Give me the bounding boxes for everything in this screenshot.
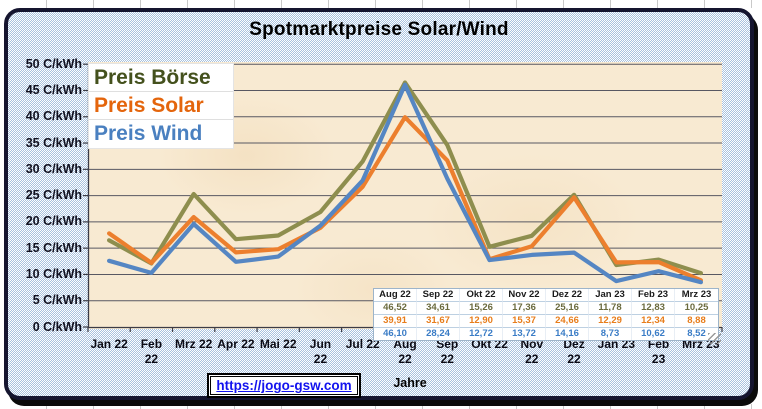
table-header-cell: Feb 23	[632, 289, 675, 302]
y-axis-tick-label: 10 C/kWh	[25, 266, 82, 281]
chart-title: Spotmarktpreise Solar/Wind	[249, 19, 509, 40]
table-value-cell: 12,29	[589, 315, 632, 328]
x-axis-tick-label: Jan 22	[90, 337, 128, 351]
x-axis-tick-label: Aug 22	[393, 337, 417, 366]
series-line-solar	[107, 115, 704, 283]
table-value-cell: 10,25	[675, 302, 718, 315]
table-value-cell: 31,67	[417, 315, 460, 328]
chart-canvas[interactable]: Spotmarktpreise Solar/Wind 50 C/kWh 45 C/…	[4, 8, 754, 400]
table-value-cell: 15,26	[460, 302, 503, 315]
table-header-cell: Nov 22	[503, 289, 546, 302]
table-value-cell: 17,36	[503, 302, 546, 315]
x-axis-tick-label: Nov 22	[520, 337, 544, 366]
y-axis-tick-label: 20 C/kWh	[25, 214, 82, 229]
legend: Preis Börse Preis Solar Preis Wind	[88, 63, 234, 149]
x-axis-tick-label: Mrz 22	[174, 337, 213, 351]
y-axis-tick-label: 25 C/kWh	[25, 188, 82, 203]
website-link-box: https://jogo-gsw.com	[207, 373, 361, 398]
table-value-cell: 8,88	[675, 315, 718, 328]
table-header-cell: Sep 22	[417, 289, 460, 302]
x-axis-tick-label: Jun 22	[309, 337, 332, 366]
table-value-cell: 10,62	[632, 328, 675, 340]
table-value-cell: 13,72	[503, 328, 546, 340]
resize-handle-icon[interactable]	[708, 333, 721, 344]
y-axis-tick-label: 0 C/kWh	[32, 319, 82, 334]
spreadsheet-gridline-strip-bottom	[0, 404, 762, 409]
table-header-cell: Jan 23	[589, 289, 632, 302]
website-link[interactable]: https://jogo-gsw.com	[216, 378, 352, 393]
table-value-cell: 24,66	[546, 315, 589, 328]
x-axis-title: Jahre	[393, 376, 427, 390]
table-value-cell: 25,16	[546, 302, 589, 315]
spreadsheet-gridline-strip-top	[0, 0, 762, 8]
table-value-cell: 46,52	[374, 302, 417, 315]
table-header-cell: Dez 22	[546, 289, 589, 302]
table-header-cell: Aug 22	[374, 289, 417, 302]
website-link-inner: https://jogo-gsw.com	[210, 376, 358, 395]
x-axis-tick-label: Dez 22	[563, 337, 585, 366]
legend-item-wind: Preis Wind	[94, 122, 203, 145]
table-value-cell: 8,52	[687, 328, 706, 339]
y-axis-tick-label: 40 C/kWh	[25, 109, 82, 124]
x-axis-tick-label: Apr 22	[217, 337, 255, 351]
table-value-cell: 15,37	[503, 315, 546, 328]
table-value-cell: 8,73	[589, 328, 632, 340]
table-value-cell: 28,24	[417, 328, 460, 340]
table-header-cell: Okt 22	[460, 289, 503, 302]
legend-item-boerse: Preis Börse	[89, 64, 233, 92]
table-value-cell: 12,72	[460, 328, 503, 340]
y-axis-tick-label: 35 C/kWh	[25, 135, 82, 150]
table-value-cell: 11,78	[589, 302, 632, 315]
table-value-cell: 14,16	[546, 328, 589, 340]
y-axis-tick-label: 5 C/kWh	[32, 293, 82, 308]
table-header-cell: Mrz 23	[675, 289, 718, 302]
x-axis-tick-label: Mai 22	[259, 337, 297, 351]
table-value-cell: 12,90	[460, 315, 503, 328]
y-axis-tick-label: 15 C/kWh	[25, 240, 82, 255]
table-value-cell: 12,83	[632, 302, 675, 315]
y-axis-tick-label: 45 C/kWh	[25, 82, 82, 97]
y-axis-tick-label: 50 C/kWh	[25, 56, 82, 71]
table-value-cell: 34,61	[417, 302, 460, 315]
table-value-cell: 39,91	[374, 315, 417, 328]
embedded-data-table: Aug 22 Sep 22 Okt 22 Nov 22 Dez 22 Jan 23 Feb …	[373, 288, 719, 341]
y-axis-tick-label: 30 C/kWh	[25, 161, 82, 176]
table-value-cell: 46,10	[374, 328, 417, 340]
table-value-cell: 12,34	[632, 315, 675, 328]
x-axis-tick-label: Feb 22	[140, 337, 163, 366]
x-axis-tick-label: Feb 23	[647, 337, 670, 366]
x-axis-tick-label: Sep 22	[436, 337, 459, 366]
series-line-wind	[107, 82, 704, 285]
legend-item-solar: Preis Solar	[89, 92, 233, 120]
